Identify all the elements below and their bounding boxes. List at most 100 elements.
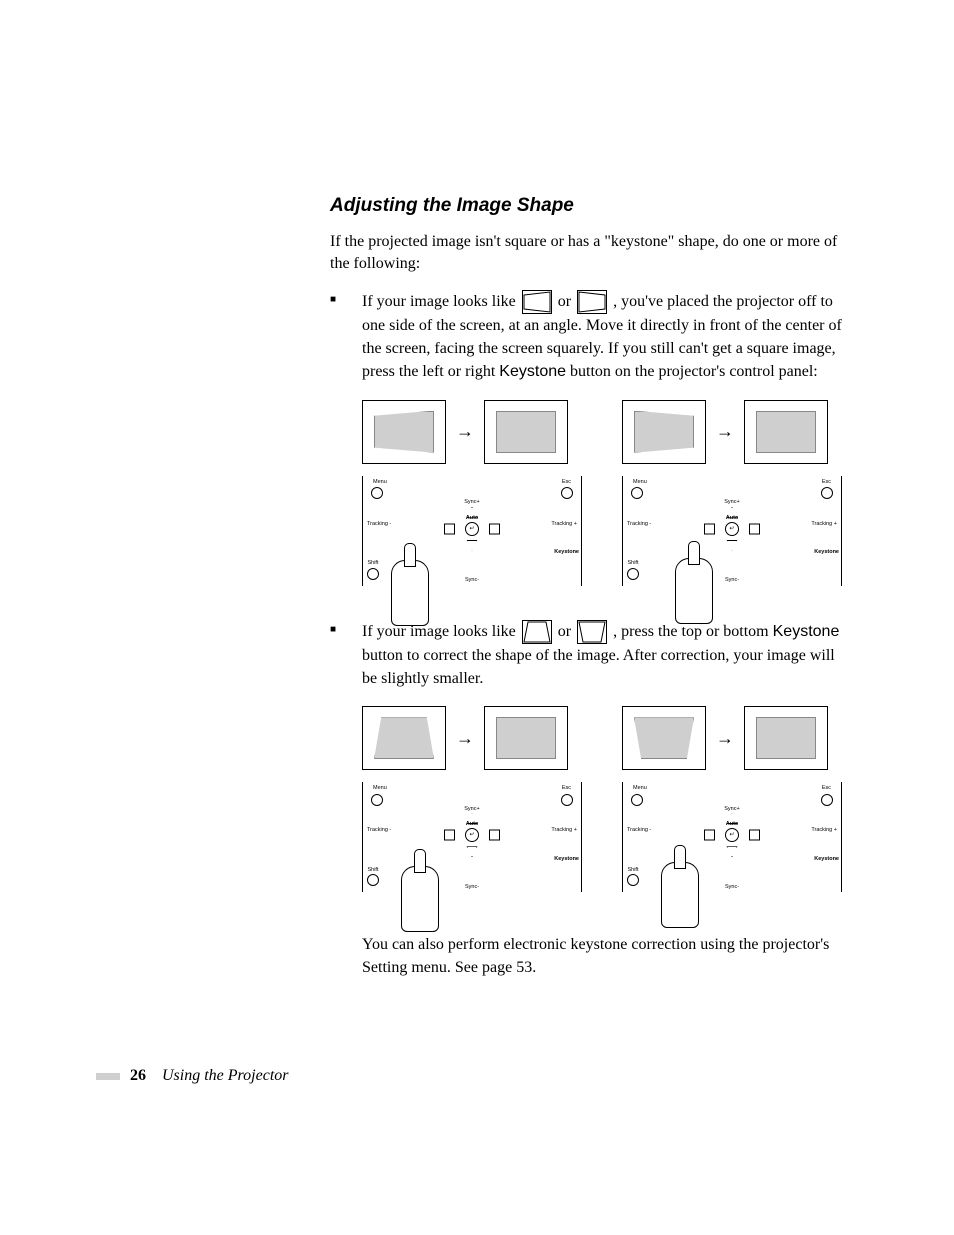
bullet-item-2: If your image looks like or , press the … (330, 620, 844, 691)
rect-shape (756, 717, 816, 759)
arrow-icon: → (716, 421, 734, 442)
after-screen (744, 400, 828, 464)
down-button[interactable] (727, 846, 738, 857)
esc-button[interactable] (821, 487, 833, 499)
sync-plus-label: Sync+ (629, 807, 835, 813)
closing-paragraph: You can also perform electronic keystone… (330, 934, 844, 979)
bullet-list-2: If your image looks like or , press the … (330, 620, 844, 691)
diagram-h-left: → Menu Esc Sync+ (362, 396, 582, 586)
esc-button[interactable] (561, 487, 573, 499)
arrow-icon: → (716, 728, 734, 749)
sync-minus-label: Sync- (623, 578, 841, 584)
section-heading: Adjusting the Image Shape (330, 195, 844, 217)
before-screen (362, 400, 446, 464)
after-screen (484, 400, 568, 464)
tracking-plus-label: Tracking + (811, 828, 837, 834)
control-panel: Menu Esc Sync+ ↵ Tracking - Trac (362, 476, 582, 586)
esc-label: Esc (562, 786, 571, 792)
menu-label: Menu (633, 786, 647, 792)
footer-section-title: Using the Projector (162, 1067, 289, 1085)
hand-icon (401, 866, 439, 932)
auto-label: Auto (623, 516, 841, 522)
down-button[interactable] (727, 540, 738, 551)
control-panel: Menu Esc Sync+ ↵ Tracking - Trac (622, 782, 842, 892)
nav-pad: ↵ (444, 507, 500, 551)
page-footer: 26 Using the Projector (96, 1067, 289, 1085)
rect-shape (756, 411, 816, 453)
document-page: Adjusting the Image Shape If the project… (0, 0, 954, 1235)
keystone-label: Keystone (814, 550, 839, 556)
shift-label: Shift (627, 560, 638, 566)
diagram-v-bottom: → Menu Esc Sync+ (622, 702, 842, 892)
bullet-item-1: If your image looks like or , you've pla… (330, 290, 844, 384)
nav-pad: ↵ (704, 813, 760, 857)
rect-shape (496, 717, 556, 759)
sync-plus-label: Sync+ (369, 500, 575, 506)
control-panel: Menu Esc Sync+ ↵ Tracking - Trac (622, 476, 842, 586)
correction-row: → (362, 702, 582, 774)
menu-button[interactable] (631, 487, 643, 499)
menu-label: Menu (373, 786, 387, 792)
menu-label: Menu (633, 480, 647, 486)
trapezoid-shape (374, 411, 434, 453)
tracking-minus-label: Tracking - (367, 522, 391, 528)
hand-icon (675, 558, 713, 624)
trapezoid-left-icon (522, 290, 552, 314)
trapezoid-shape (634, 411, 694, 453)
bullet2-pre: If your image looks like (362, 623, 520, 640)
correction-row: → (622, 396, 842, 468)
bullet-list: If your image looks like or , you've pla… (330, 290, 844, 384)
hand-icon (391, 560, 429, 626)
keystone-label-2: Keystone (773, 623, 840, 640)
trapezoid-shape (374, 717, 434, 759)
sync-plus-label: Sync+ (629, 500, 835, 506)
page-number: 26 (130, 1067, 146, 1085)
trapezoid-bottom-icon (577, 620, 607, 644)
before-screen (622, 400, 706, 464)
bullet1-post2: button on the projector's control panel: (566, 363, 818, 380)
diagram-v-top: → Menu Esc Sync+ (362, 702, 582, 892)
keystone-label: Keystone (814, 857, 839, 863)
esc-button[interactable] (561, 794, 573, 806)
keystone-label: Keystone (554, 550, 579, 556)
trapezoid-shape (634, 717, 694, 759)
trapezoid-right-icon (577, 290, 607, 314)
diagram-h-right: → Menu Esc Sync+ (622, 396, 842, 586)
menu-button[interactable] (371, 794, 383, 806)
keystone-label: Keystone (554, 857, 579, 863)
auto-label: Auto (363, 516, 581, 522)
bullet1-pre: If your image looks like (362, 293, 520, 310)
esc-button[interactable] (821, 794, 833, 806)
bullet2-post2: button to correct the shape of the image… (362, 647, 835, 687)
control-panel: Menu Esc Sync+ ↵ Tracking - Trac (362, 782, 582, 892)
hand-icon (661, 862, 699, 928)
tracking-minus-label: Tracking - (627, 828, 651, 834)
sync-minus-label: Sync- (363, 885, 581, 891)
auto-label: Auto (363, 822, 581, 828)
before-screen (362, 706, 446, 770)
diagram-vertical: → Menu Esc Sync+ (362, 702, 844, 892)
correction-row: → (362, 396, 582, 468)
bullet1-mid: or (558, 293, 575, 310)
esc-label: Esc (822, 786, 831, 792)
menu-button[interactable] (371, 487, 383, 499)
tracking-minus-label: Tracking - (367, 828, 391, 834)
auto-label: Auto (623, 822, 841, 828)
sync-minus-label: Sync- (623, 885, 841, 891)
down-button[interactable] (467, 846, 478, 857)
sync-plus-label: Sync+ (369, 807, 575, 813)
tracking-plus-label: Tracking + (811, 522, 837, 528)
arrow-icon: → (456, 421, 474, 442)
shift-label: Shift (627, 867, 638, 873)
shift-label: Shift (367, 867, 378, 873)
intro-paragraph: If the projected image isn't square or h… (330, 231, 844, 276)
keystone-label-1: Keystone (499, 363, 566, 380)
nav-pad: ↵ (444, 813, 500, 857)
tracking-minus-label: Tracking - (627, 522, 651, 528)
esc-label: Esc (562, 480, 571, 486)
after-screen (484, 706, 568, 770)
menu-button[interactable] (631, 794, 643, 806)
down-button[interactable] (467, 540, 478, 551)
tracking-plus-label: Tracking + (551, 522, 577, 528)
diagram-horizontal: → Menu Esc Sync+ (362, 396, 844, 586)
